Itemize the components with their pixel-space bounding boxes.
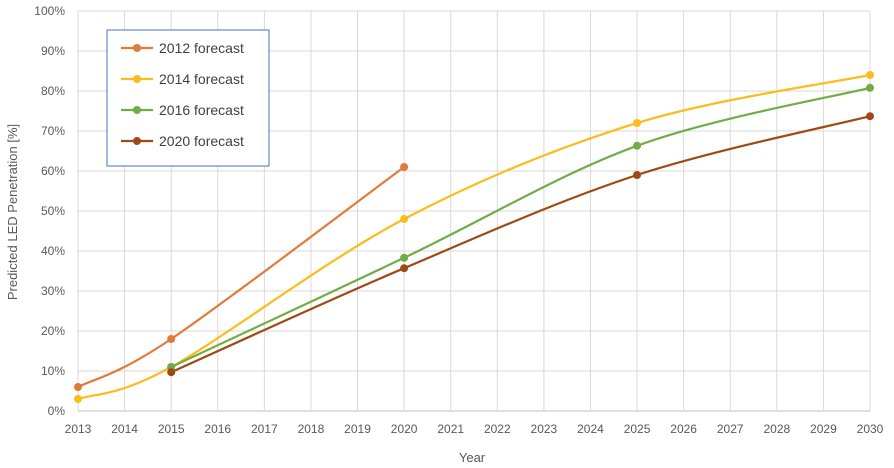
series-line	[76, 165, 406, 389]
series-2020-forecast	[167, 112, 874, 377]
legend-item: 2012 forecast	[121, 40, 244, 56]
series-lines	[74, 71, 874, 403]
series-2012-forecast	[74, 163, 409, 391]
data-point	[866, 112, 874, 121]
x-axis-tick-labels: 2013 2014 2015 2016 2017 2018 2019 2020 2021 2022…	[65, 422, 884, 436]
data-point	[866, 71, 874, 79]
x-tick-label: 2015	[158, 422, 185, 436]
x-tick-label: 2027	[717, 422, 744, 436]
data-point	[74, 383, 82, 391]
legend-label: 2012 forecast	[159, 40, 244, 56]
y-tick-label: 10%	[41, 364, 65, 378]
data-point	[400, 215, 409, 223]
x-tick-label: 2029	[810, 422, 837, 436]
legend-item: 2020 forecast	[121, 133, 244, 149]
y-axis-title: Predicted LED Penetration [%]	[5, 124, 20, 300]
data-point	[633, 141, 642, 150]
legend-label: 2014 forecast	[159, 71, 244, 87]
x-tick-label: 2017	[251, 422, 278, 436]
x-tick-label: 2030	[857, 422, 884, 436]
x-tick-label: 2019	[344, 422, 371, 436]
data-point	[167, 368, 176, 377]
x-tick-label: 2022	[484, 422, 511, 436]
x-tick-label: 2026	[670, 422, 697, 436]
x-tick-label: 2024	[577, 422, 604, 436]
y-tick-label: 30%	[41, 284, 65, 298]
y-tick-label: 40%	[41, 244, 65, 258]
x-tick-label: 2023	[531, 422, 558, 436]
x-tick-label: 2020	[391, 422, 418, 436]
series-line	[170, 86, 872, 369]
data-point	[74, 395, 82, 403]
y-tick-label: 70%	[41, 124, 65, 138]
legend-label: 2020 forecast	[159, 133, 244, 149]
legend-marker	[133, 106, 141, 114]
y-tick-label: 60%	[41, 164, 65, 178]
data-point	[400, 163, 409, 171]
data-point	[866, 83, 874, 92]
y-tick-label: 80%	[41, 84, 65, 98]
legend-marker	[133, 137, 141, 145]
legend-item: 2016 forecast	[121, 102, 244, 118]
series-2014-forecast	[74, 71, 874, 403]
legend-marker	[133, 75, 141, 83]
x-tick-label: 2014	[111, 422, 138, 436]
y-tick-label: 0%	[48, 404, 66, 418]
data-point	[400, 264, 409, 273]
legend-marker	[133, 44, 141, 52]
legend-item: 2014 forecast	[121, 71, 244, 87]
y-tick-label: 90%	[41, 44, 65, 58]
y-tick-label: 50%	[41, 204, 65, 218]
x-axis-title: Year	[459, 450, 486, 465]
y-axis-tick-labels: 0% 10% 20% 30% 40% 50% 60% 70% 80% 90% 100%	[34, 4, 65, 418]
x-tick-label: 2018	[298, 422, 325, 436]
data-point	[633, 171, 642, 179]
data-point	[400, 253, 409, 262]
x-tick-label: 2025	[624, 422, 651, 436]
data-point	[167, 335, 176, 343]
legend: 2012 forecast 2014 forecast 2016 forecast 2…	[106, 29, 270, 167]
y-tick-label: 20%	[41, 324, 65, 338]
x-tick-label: 2013	[65, 422, 92, 436]
legend-label: 2016 forecast	[159, 102, 244, 118]
x-tick-label: 2016	[204, 422, 231, 436]
x-tick-label: 2028	[763, 422, 790, 436]
series-line	[76, 73, 872, 401]
y-tick-label: 100%	[34, 4, 65, 18]
series-line	[170, 115, 872, 374]
x-tick-label: 2021	[437, 422, 464, 436]
data-point	[633, 119, 642, 127]
